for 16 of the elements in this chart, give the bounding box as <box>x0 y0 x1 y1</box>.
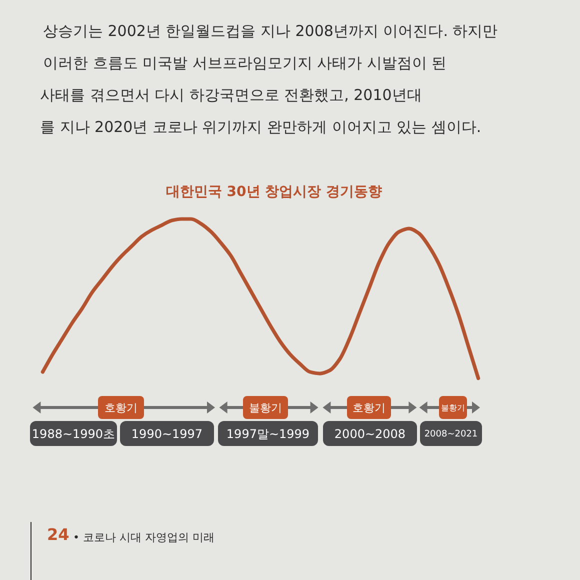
text: 이러한 흐름도 미국발 서브프라임모기지 사태가 시발점이 된 <box>43 54 447 72</box>
text: 2000~2008 <box>334 426 406 441</box>
text: 를 지나 2020년 코로나 위기까지 완만하게 이어지고 있는 셈이다. <box>40 118 482 136</box>
text: 호황기 <box>104 401 138 414</box>
text: 1997말~1999 <box>226 426 310 441</box>
text: 24 <box>47 525 70 544</box>
text: 1990~1997 <box>131 426 203 441</box>
chart-title: 대한민국 30년 창업시장 경기동향 <box>166 184 382 200</box>
text: 불황기 <box>249 401 282 414</box>
text: • 코로나 시대 자영업의 미래 <box>73 531 214 544</box>
text: 사태를 겪으면서 다시 하강국면으로 전환했고, 2010년대 <box>40 86 422 104</box>
text: 1988~1990초 <box>32 426 116 441</box>
text: 호황기 <box>352 401 386 414</box>
text: 불황기 <box>441 403 465 412</box>
text: 상승기는 2002년 한일월드컵을 지나 2008년까지 이어진다. 하지만 <box>43 22 498 40</box>
text: 2008~2021 <box>424 430 478 440</box>
